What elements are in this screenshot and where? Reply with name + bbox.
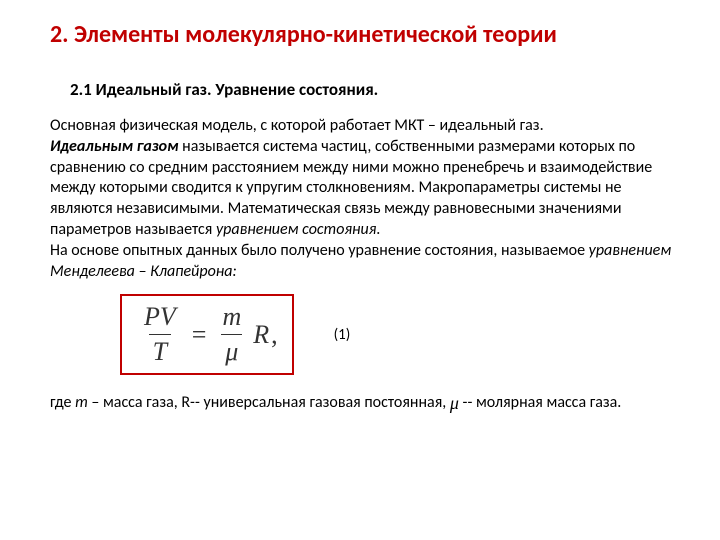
term-ideal-gas: Идеальным газом	[50, 137, 179, 156]
paragraph-variables: где m – масса газа, R-- универсальная га…	[50, 391, 680, 415]
text: На основе опытных данных было получено у…	[50, 241, 589, 260]
var-mu: μ	[450, 391, 459, 415]
text: где	[50, 393, 75, 412]
text: – масса газа, R-- универсальная газовая …	[88, 393, 450, 412]
var-m: m	[75, 393, 88, 412]
denominator: μ	[221, 334, 242, 367]
fraction-lhs: PV T	[140, 302, 180, 367]
denominator: T	[149, 334, 171, 367]
numerator: PV	[140, 302, 180, 334]
paragraph-1: Основная физическая модель, с которой ра…	[50, 116, 680, 282]
section-title: 2. Элементы молекулярно-кинетической тео…	[50, 20, 690, 49]
numerator: m	[218, 302, 245, 334]
subsection-title: 2.1 Идеальный газ. Уравнение состояния.	[70, 79, 690, 100]
equation-number: (1)	[334, 326, 351, 344]
trailing-comma: ,	[271, 320, 278, 350]
equation-box: PV T = m μ R ,	[120, 294, 294, 375]
text: Основная физическая модель, с которой ра…	[50, 116, 544, 135]
fraction-rhs: m μ	[218, 302, 245, 367]
text: .	[376, 220, 380, 239]
equals: =	[192, 320, 207, 350]
equation-row: PV T = m μ R , (1)	[120, 294, 690, 375]
text: -- молярная масса газа.	[459, 393, 621, 412]
term-equation-of-state: уравнением состояния	[216, 220, 376, 239]
gas-constant: R	[253, 320, 269, 350]
